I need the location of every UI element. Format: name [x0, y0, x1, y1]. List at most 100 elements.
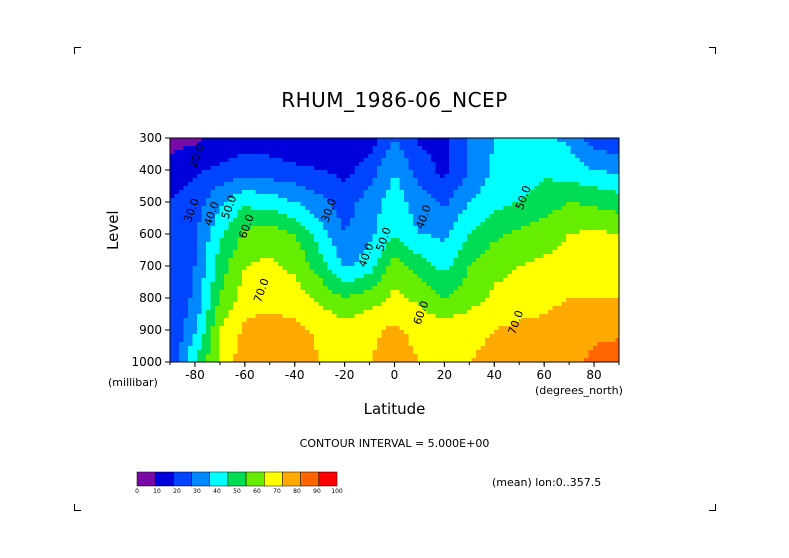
heatmap-cell — [570, 158, 576, 163]
heatmap-cell — [291, 282, 297, 287]
heatmap-cell — [413, 318, 418, 323]
heatmap-cell — [336, 310, 342, 315]
heatmap-cell — [539, 210, 544, 215]
heatmap-cell — [480, 202, 486, 207]
heatmap-cell — [219, 150, 225, 155]
heatmap-cell — [368, 322, 373, 327]
heatmap-cell — [354, 306, 360, 311]
heatmap-cell — [557, 302, 562, 307]
heatmap-cell — [359, 270, 364, 275]
heatmap-cell — [593, 166, 598, 171]
heatmap-cell — [435, 138, 441, 143]
heatmap-cell — [377, 286, 382, 291]
heatmap-cell — [503, 174, 508, 179]
heatmap-cell — [404, 310, 409, 315]
heatmap-cell — [246, 250, 252, 255]
heatmap-cell — [201, 150, 207, 155]
heatmap-cell — [174, 266, 180, 271]
heatmap-cell — [192, 262, 198, 267]
heatmap-cell — [539, 274, 544, 279]
heatmap-cell — [228, 258, 234, 263]
heatmap-cell — [341, 206, 346, 211]
heatmap-cell — [462, 262, 468, 267]
heatmap-cell — [192, 190, 198, 195]
heatmap-cell — [575, 318, 580, 323]
heatmap-cell — [453, 202, 459, 207]
heatmap-cell — [233, 266, 238, 271]
heatmap-cell — [251, 198, 256, 203]
heatmap-cell — [503, 242, 508, 247]
heatmap-cell — [552, 162, 558, 167]
heatmap-cell — [521, 234, 526, 239]
heatmap-cell — [521, 326, 526, 331]
heatmap-cell — [224, 230, 229, 235]
heatmap-cell — [597, 266, 603, 271]
heatmap-cell — [354, 238, 360, 243]
heatmap-cell — [296, 190, 301, 195]
heatmap-cell — [467, 226, 472, 231]
heatmap-cell — [314, 242, 319, 247]
heatmap-cell — [381, 190, 387, 195]
heatmap-cell — [386, 246, 391, 251]
heatmap-cell — [575, 158, 580, 163]
heatmap-cell — [422, 158, 427, 163]
heatmap-cell — [566, 310, 571, 315]
heatmap-cell — [296, 194, 301, 199]
heatmap-cell — [570, 246, 576, 251]
heatmap-cell — [372, 326, 378, 331]
heatmap-cell — [440, 330, 445, 335]
heatmap-cell — [359, 210, 364, 215]
heatmap-cell — [615, 158, 620, 163]
heatmap-cell — [237, 190, 243, 195]
heatmap-cell — [462, 250, 468, 255]
heatmap-cell — [368, 290, 373, 295]
heatmap-cell — [444, 174, 450, 179]
heatmap-cell — [516, 142, 522, 147]
heatmap-cell — [584, 278, 589, 283]
heatmap-cell — [566, 162, 571, 167]
heatmap-cell — [237, 174, 243, 179]
heatmap-cell — [462, 178, 468, 183]
heatmap-cell — [255, 282, 261, 287]
heatmap-cell — [561, 246, 567, 251]
heatmap-cell — [503, 170, 508, 175]
heatmap-cell — [188, 174, 193, 179]
heatmap-cell — [192, 222, 198, 227]
heatmap-cell — [395, 330, 400, 335]
heatmap-cell — [318, 142, 324, 147]
heatmap-cell — [489, 218, 495, 223]
heatmap-cell — [278, 322, 283, 327]
heatmap-cell — [390, 270, 396, 275]
heatmap-cell — [300, 182, 306, 187]
heatmap-cell — [498, 310, 504, 315]
heatmap-cell — [242, 242, 247, 247]
heatmap-cell — [426, 214, 432, 219]
heatmap-cell — [606, 322, 612, 327]
heatmap-cell — [372, 294, 378, 299]
heatmap-cell — [593, 154, 598, 159]
heatmap-cell — [395, 334, 400, 339]
heatmap-cell — [350, 246, 355, 251]
heatmap-cell — [570, 242, 576, 247]
heatmap-cell — [273, 314, 279, 319]
heatmap-cell — [584, 318, 589, 323]
heatmap-cell — [561, 258, 567, 263]
heatmap-cell — [332, 158, 337, 163]
heatmap-cell — [516, 310, 522, 315]
heatmap-cell — [237, 290, 243, 295]
heatmap-cell — [215, 158, 220, 163]
heatmap-cell — [341, 142, 346, 147]
heatmap-cell — [278, 274, 283, 279]
heatmap-cell — [611, 138, 616, 143]
heatmap-cell — [269, 310, 274, 315]
heatmap-cell — [494, 282, 499, 287]
heatmap-cell — [246, 330, 252, 335]
heatmap-cell — [471, 230, 477, 235]
heatmap-cell — [494, 314, 499, 319]
heatmap-cell — [260, 274, 265, 279]
heatmap-cell — [534, 274, 540, 279]
heatmap-cell — [440, 282, 445, 287]
heatmap-cell — [381, 162, 387, 167]
heatmap-cell — [215, 282, 220, 287]
heatmap-cell — [390, 178, 396, 183]
